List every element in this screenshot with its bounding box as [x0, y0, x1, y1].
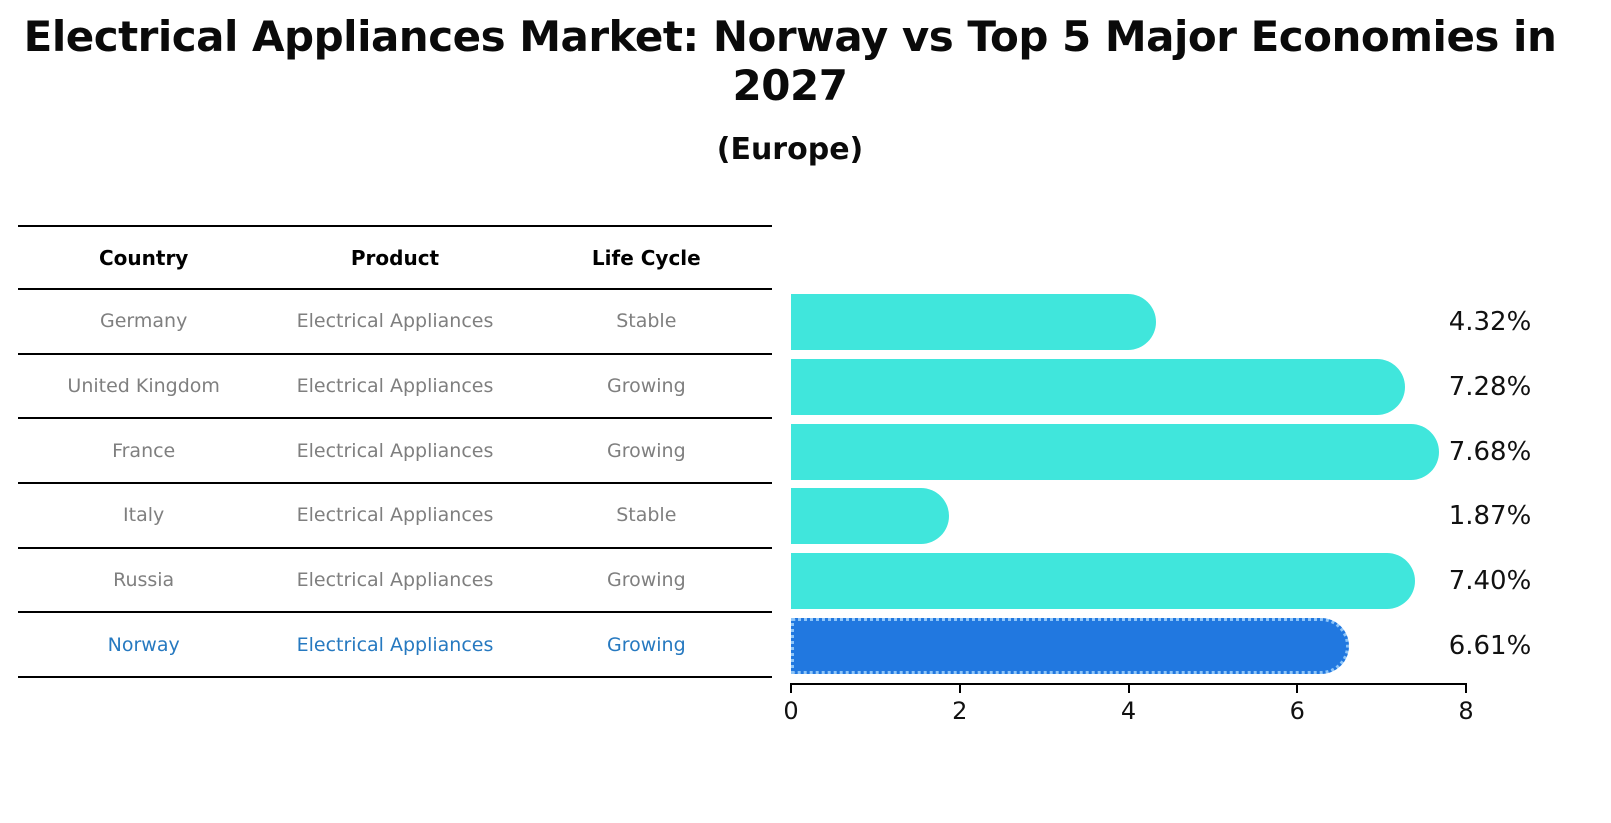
- value-label-norway: 6.61%: [1448, 631, 1532, 661]
- bar-france: [791, 424, 1439, 480]
- x-axis-tick: [958, 685, 961, 693]
- x-axis-tick: [790, 685, 792, 693]
- x-axis-tick-label: 2: [952, 697, 968, 725]
- value-label-italy: 1.87%: [1448, 501, 1532, 531]
- cell-lifecycle: Growing: [606, 375, 686, 398]
- bar-germany: [791, 294, 1156, 350]
- cell-country: United Kingdom: [67, 375, 220, 398]
- bar-russia: [791, 553, 1415, 609]
- cell-country: Italy: [123, 504, 165, 527]
- bar-united-kingdom: [791, 359, 1405, 415]
- header-product: Product: [350, 245, 440, 270]
- bar-italy: [791, 488, 949, 544]
- table-row: Italy Electrical Appliances Stable: [18, 484, 772, 549]
- table-row: France Electrical Appliances Growing: [18, 419, 772, 485]
- cell-product: Electrical Appliances: [296, 310, 494, 333]
- cell-product: Electrical Appliances: [296, 569, 494, 592]
- header-country: Country: [98, 245, 189, 270]
- cell-product: Electrical Appliances: [296, 375, 494, 398]
- table-row: Germany Electrical Appliances Stable: [18, 290, 772, 355]
- cell-product: Electrical Appliances: [296, 439, 494, 462]
- x-axis-tick: [1465, 685, 1467, 693]
- header-lifecycle: Life Cycle: [591, 245, 701, 270]
- page-title: Electrical Appliances Market: Norway vs …: [23, 12, 1557, 110]
- x-axis-line: [790, 683, 1467, 685]
- page-subtitle: (Europe): [716, 132, 864, 167]
- cell-country: Russia: [113, 569, 175, 592]
- table-header: Country Product Life Cycle: [18, 225, 772, 290]
- x-axis-tick-label: 4: [1120, 697, 1137, 725]
- cell-country: Norway: [107, 633, 180, 656]
- value-label-russia: 7.40%: [1448, 566, 1532, 596]
- table-row: Russia Electrical Appliances Growing: [18, 549, 772, 614]
- cell-lifecycle: Stable: [616, 310, 677, 333]
- table-row: United Kingdom Electrical Appliances Gro…: [18, 355, 772, 420]
- x-axis-tick: [1296, 685, 1299, 693]
- cell-lifecycle: Growing: [606, 439, 686, 462]
- cell-country: Germany: [100, 310, 188, 333]
- table-row: Norway Electrical Appliances Growing: [18, 613, 772, 679]
- x-axis-tick-label: 6: [1289, 697, 1305, 725]
- x-axis-tick-label: 8: [1458, 697, 1474, 725]
- cell-lifecycle: Stable: [616, 504, 677, 527]
- bar-norway: [791, 618, 1349, 674]
- title-block: Electrical Appliances Market: Norway vs …: [0, 0, 1580, 167]
- x-axis-tick: [1127, 685, 1130, 693]
- cell-product: Electrical Appliances: [296, 633, 494, 656]
- value-label-france: 7.68%: [1448, 437, 1532, 467]
- x-axis-tick-label: 0: [783, 697, 799, 725]
- cell-lifecycle: Growing: [606, 569, 686, 592]
- cell-country: France: [112, 439, 176, 462]
- cell-product: Electrical Appliances: [296, 504, 494, 527]
- table-rows: Germany Electrical Appliances Stable Uni…: [18, 290, 772, 679]
- value-label-united-kingdom: 7.28%: [1448, 372, 1532, 402]
- cell-lifecycle: Growing: [606, 633, 686, 656]
- value-label-germany: 4.32%: [1448, 307, 1532, 337]
- comparison-table: Country Product Life Cycle Germany Elect…: [18, 225, 772, 679]
